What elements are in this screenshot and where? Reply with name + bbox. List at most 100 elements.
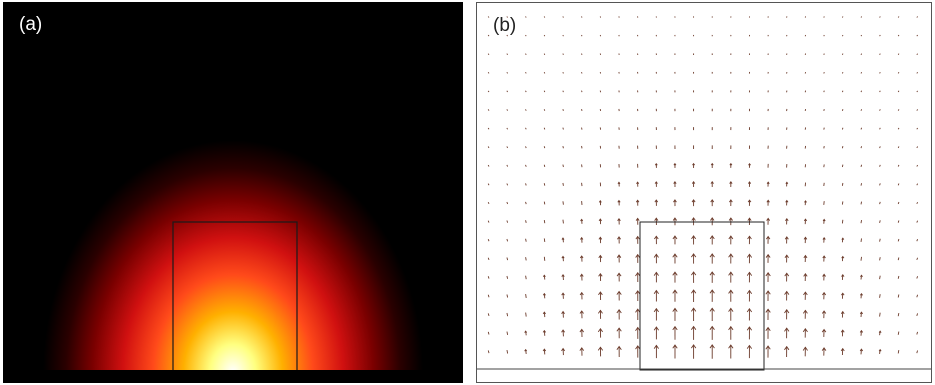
field-arrow-head <box>691 217 696 221</box>
field-arrow-head <box>785 199 789 203</box>
field-arrow-head <box>746 326 753 331</box>
field-arrow-head <box>636 181 640 184</box>
field-arrow-head <box>561 310 565 314</box>
field-arrow <box>879 109 881 111</box>
field-arrow-head <box>598 200 602 203</box>
field-arrow-head <box>617 236 621 240</box>
field-arrow <box>525 71 527 74</box>
field-arrow-head <box>672 344 678 349</box>
field-arrow-head <box>616 254 622 258</box>
field-arrow-head <box>690 325 697 330</box>
field-arrow-head <box>616 327 622 332</box>
field-arrow <box>543 16 546 18</box>
field-arrow-head <box>690 253 697 258</box>
field-arrow <box>506 71 508 74</box>
field-arrow-head <box>709 271 715 276</box>
field-arrow <box>841 164 844 168</box>
field-arrow-head <box>709 253 715 258</box>
field-arrow-head <box>524 348 528 352</box>
field-arrow <box>506 146 509 149</box>
field-arrow-head <box>653 289 659 294</box>
field-arrow <box>841 34 844 37</box>
field-arrow-head <box>878 330 882 333</box>
field-arrow <box>506 350 509 354</box>
field-arrow-head <box>728 235 734 240</box>
field-arrow-head <box>728 253 734 258</box>
panel-a-label: (a) <box>19 14 43 35</box>
field-arrow-head <box>598 218 602 222</box>
field-arrow-head <box>747 235 752 240</box>
field-arrow-head <box>709 325 715 330</box>
field-arrow-head <box>654 181 658 184</box>
field-arrow-head <box>654 217 659 221</box>
field-arrow-head <box>729 181 733 184</box>
field-arrow-head <box>598 291 603 296</box>
field-arrow <box>543 90 546 93</box>
field-arrow-head <box>598 272 603 277</box>
field-arrow <box>860 109 863 111</box>
field-arrow-head <box>765 326 771 332</box>
field-arrow-head <box>672 289 678 294</box>
field-arrow-head <box>635 326 641 331</box>
field-arrow <box>897 294 900 298</box>
field-arrow-head <box>766 199 770 203</box>
field-arrow-head <box>878 348 882 352</box>
field-arrow <box>879 312 881 317</box>
field-arrow-head <box>784 290 790 295</box>
field-arrow-head <box>654 199 659 203</box>
field-arrow <box>879 164 881 167</box>
field-arrow <box>860 53 863 55</box>
field-arrow-head <box>653 344 659 349</box>
field-arrow <box>506 220 509 223</box>
field-arrow-head <box>784 272 790 277</box>
field-arrow <box>543 183 546 186</box>
field-arrow <box>916 90 919 93</box>
field-arrow-head <box>635 308 641 313</box>
field-arrow-head <box>802 346 808 351</box>
field-arrow <box>506 183 509 186</box>
field-arrow <box>487 201 490 205</box>
field-arrow <box>879 90 881 93</box>
field-arrow-head <box>746 307 753 313</box>
field-arrow <box>916 201 919 205</box>
field-arrow <box>916 109 919 111</box>
field-arrow <box>879 220 881 223</box>
field-arrow <box>879 275 881 280</box>
field-arrow-head <box>561 347 566 352</box>
field-arrow-head <box>542 329 547 333</box>
field-arrow-head <box>822 255 826 259</box>
field-arrow-head <box>654 162 658 166</box>
field-arrow <box>916 220 919 223</box>
field-arrow-head <box>597 309 603 314</box>
field-arrow-head <box>728 325 734 331</box>
field-arrow-head <box>542 274 546 278</box>
field-arrow-head <box>860 274 863 278</box>
field-arrow <box>525 312 527 317</box>
field-arrow <box>525 109 527 111</box>
field-arrow <box>841 90 844 93</box>
field-arrow-head <box>673 162 677 166</box>
field-arrow-head <box>784 236 789 240</box>
field-arrow-head <box>709 235 715 240</box>
field-arrow-head <box>616 308 622 314</box>
field-arrow <box>897 109 900 111</box>
field-arrow <box>897 220 900 223</box>
field-arrow-head <box>580 236 584 240</box>
field-arrow-head <box>561 329 565 333</box>
field-arrow-head <box>710 180 714 184</box>
field-arrow <box>879 53 881 56</box>
field-arrow-head <box>802 328 808 333</box>
field-arrow-head <box>690 289 697 294</box>
field-arrow-head <box>747 217 752 221</box>
field-arrow-head <box>579 291 584 296</box>
field-arrow <box>860 183 863 186</box>
field-arrow-head <box>803 254 808 259</box>
field-arrow-head <box>597 346 604 351</box>
field-arrow-head <box>542 348 547 352</box>
field-arrow-head <box>579 273 584 277</box>
field-arrow <box>487 34 490 37</box>
field-arrow <box>860 146 863 149</box>
field-arrow <box>897 312 900 317</box>
field-arrow <box>487 53 490 56</box>
field-arrow <box>543 127 546 130</box>
